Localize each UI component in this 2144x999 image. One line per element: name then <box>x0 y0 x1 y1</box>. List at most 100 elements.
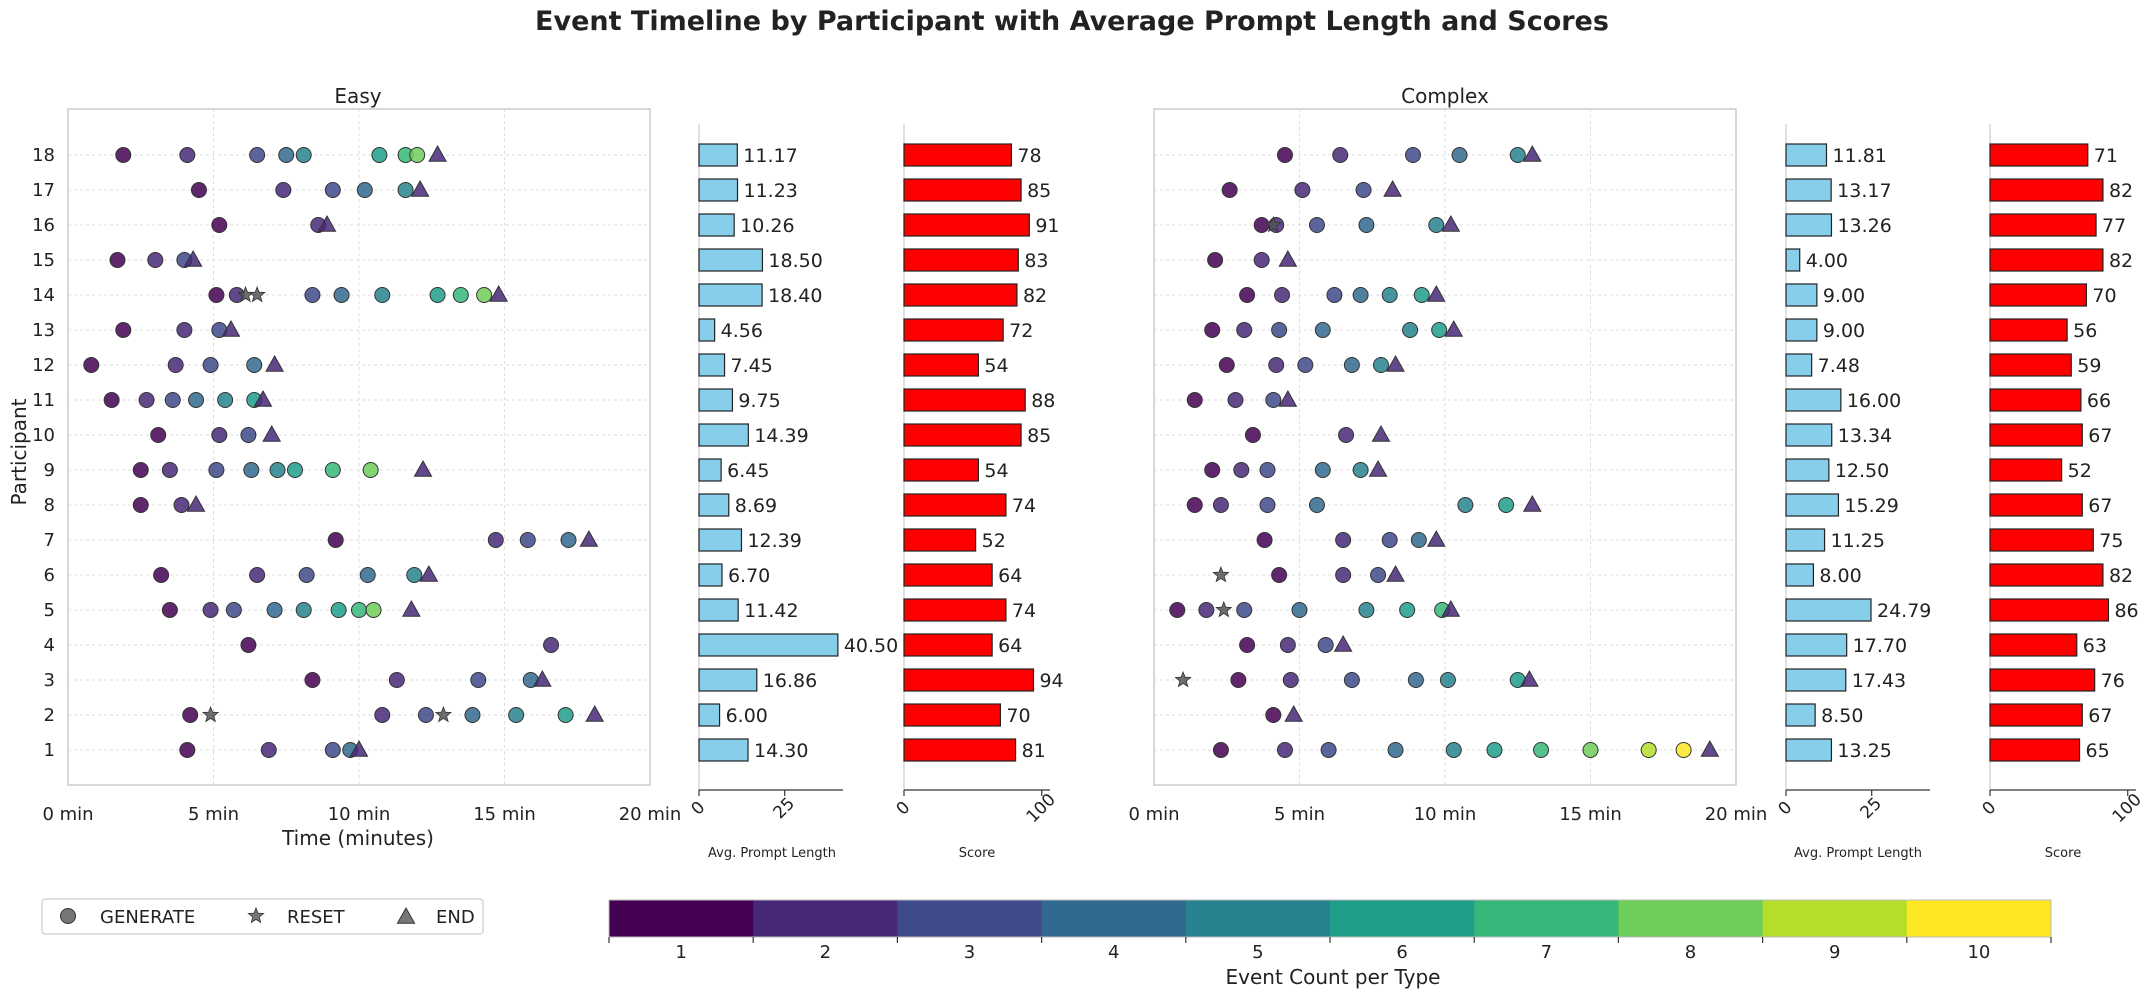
complex-generate-point <box>1308 497 1325 513</box>
complex-generate-point <box>1236 602 1253 618</box>
complex-score-bar <box>1989 283 2088 307</box>
complex-generate-point <box>1431 322 1448 338</box>
complex-generate-point <box>1279 637 1296 653</box>
easy-prompt-bar <box>698 493 730 517</box>
complex-generate-point <box>1308 217 1325 233</box>
complex-prompt-bar <box>1785 283 1818 307</box>
complex-generate-point <box>1253 252 1270 268</box>
complex-score-xlabel: Score <box>2045 846 2081 861</box>
y-tick-label: 4 <box>44 635 55 656</box>
easy-generate-point <box>208 462 225 478</box>
easy-score-bar-label: 64 <box>998 635 1022 657</box>
easy-score-bar-label: 85 <box>1027 425 1051 447</box>
easy-end-point <box>532 669 552 687</box>
y-tick-label: 9 <box>44 460 55 481</box>
easy-prompt-bar <box>698 353 726 377</box>
complex-end-point <box>1386 564 1405 582</box>
complex-score-bar-label: 59 <box>2077 355 2101 377</box>
complex-generate-point <box>1256 532 1273 548</box>
complex-score-bar-label: 67 <box>2088 425 2112 447</box>
easy-score-bar-label: 74 <box>1012 495 1036 517</box>
complex-score-bar-label: 82 <box>2109 250 2133 272</box>
complex-end-point <box>1441 214 1461 232</box>
complex-generate-point <box>1259 497 1276 513</box>
complex-generate-point <box>1445 742 1462 758</box>
easy-generate-point <box>211 217 228 233</box>
complex-end-point <box>1284 704 1304 722</box>
complex-generate-point <box>1352 287 1369 303</box>
easy-prompt-bar-label: 40.50 <box>844 635 898 657</box>
complex-score-bar-label: 65 <box>2086 740 2110 762</box>
complex-generate-point <box>1332 147 1349 163</box>
complex-generate-point <box>1218 357 1235 373</box>
easy-end-point <box>585 704 605 722</box>
easy-generate-point <box>519 532 536 548</box>
complex-generate-point <box>1212 742 1229 758</box>
easy-prompt-bar <box>698 318 716 342</box>
easy-score-xlabel: Score <box>959 846 995 861</box>
complex-generate-point <box>1387 742 1404 758</box>
easy-prompt-bar <box>698 598 739 622</box>
easy-reset-point <box>434 705 453 723</box>
easy-prompt-bar <box>698 143 738 167</box>
easy-generate-point <box>240 637 257 653</box>
complex-score-bar <box>1989 668 2096 692</box>
y-tick-label: 10 <box>32 425 55 446</box>
complex-prompt-bar <box>1785 143 1828 167</box>
colorbar-segment <box>897 900 1043 937</box>
easy-end-point <box>401 599 421 617</box>
complex-prompt-xlabel: Avg. Prompt Length <box>1794 846 1922 861</box>
complex-prompt-length-panel: Avg. Prompt Length 13.25 8.50 17.43 17.70 24… <box>1775 124 1931 861</box>
complex-generate-point <box>1407 672 1424 688</box>
easy-generate-point <box>351 602 367 618</box>
complex-score-bar-label: 76 <box>2101 670 2125 692</box>
complex-score-panel: Score 65 67 76 63 86 82 75 67 52 67 66 59 56 70 82 77 82… <box>1979 124 2144 861</box>
complex-generate-point <box>1198 602 1215 618</box>
complex-prompt-bar <box>1785 178 1832 202</box>
complex-score-bar <box>1989 563 2104 587</box>
easy-generate-point <box>304 287 321 303</box>
complex-score-bar <box>1989 143 2089 167</box>
easy-score-bar <box>903 633 993 657</box>
easy-generate-point <box>409 147 426 163</box>
colorbar-tick-label: 3 <box>964 942 975 963</box>
easy-generate-point <box>388 672 405 688</box>
complex-prompt-bar-label: 17.70 <box>1853 635 1907 657</box>
complex-end-point <box>1441 599 1461 617</box>
complex-generate-point <box>1675 742 1692 758</box>
easy-prompt-bar <box>698 248 764 272</box>
complex-prompt-bar <box>1785 598 1872 622</box>
complex-prompt-bar-label: 8.00 <box>1819 565 1861 587</box>
legend-end-marker <box>396 906 416 924</box>
easy-generate-point <box>543 637 560 653</box>
complex-score-bar <box>1989 598 2110 622</box>
easy-generate-point <box>179 742 196 758</box>
complex-score-x-tick-label: 0 <box>1979 798 2001 820</box>
easy-generate-point <box>167 357 184 373</box>
complex-generate-point <box>1355 182 1372 198</box>
easy-end-point <box>262 424 282 442</box>
easy-score-bar-label: 94 <box>1039 670 1063 692</box>
easy-generate-point <box>138 392 155 408</box>
complex-generate-point <box>1230 672 1247 688</box>
easy-end-point <box>489 284 509 302</box>
complex-generate-point <box>1326 287 1343 303</box>
complex-generate-point <box>1297 357 1314 373</box>
complex-end-point <box>1426 284 1446 302</box>
easy-score-panel: Score 8170946474645274548588547282839185… <box>893 124 1064 861</box>
easy-generate-point <box>103 392 120 408</box>
easy-score-bar <box>903 528 977 552</box>
complex-generate-point <box>1186 497 1203 513</box>
complex-score-bar-label: 71 <box>2094 145 2118 167</box>
complex-reset-point <box>1212 565 1230 583</box>
easy-score-bar-label: 91 <box>1035 215 1059 237</box>
complex-score-bar <box>1989 388 2082 412</box>
easy-generate-point <box>452 287 469 303</box>
easy-score-bar <box>903 213 1030 237</box>
legend-label-reset: RESET <box>287 907 346 928</box>
complex-generate-point <box>1204 462 1221 478</box>
colorbar-tick-label: 8 <box>1685 942 1696 963</box>
complex-end-point <box>1519 669 1539 687</box>
